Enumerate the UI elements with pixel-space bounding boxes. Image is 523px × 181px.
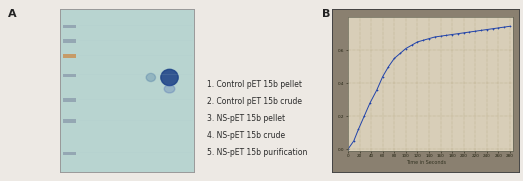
Ellipse shape xyxy=(164,85,175,93)
Bar xyxy=(63,152,76,155)
Text: B: B xyxy=(322,9,330,19)
Text: 4. NS-pET 15b crude: 4. NS-pET 15b crude xyxy=(207,131,285,140)
Text: 3. NS-pET 15b pellet: 3. NS-pET 15b pellet xyxy=(207,114,285,123)
Bar xyxy=(63,73,76,77)
Text: 2. Control pET 15b crude: 2. Control pET 15b crude xyxy=(207,97,302,106)
Text: Time in Seconds: Time in Seconds xyxy=(406,160,446,165)
Bar xyxy=(63,98,76,102)
Ellipse shape xyxy=(146,73,155,82)
Bar xyxy=(63,39,76,43)
Text: A: A xyxy=(8,9,16,19)
Ellipse shape xyxy=(161,69,178,86)
Text: 1. Control pET 15b pellet: 1. Control pET 15b pellet xyxy=(207,80,302,89)
Bar xyxy=(63,25,76,28)
Text: 5. NS-pET 15b purification: 5. NS-pET 15b purification xyxy=(207,148,307,157)
Bar xyxy=(63,119,76,123)
Bar xyxy=(63,54,76,58)
